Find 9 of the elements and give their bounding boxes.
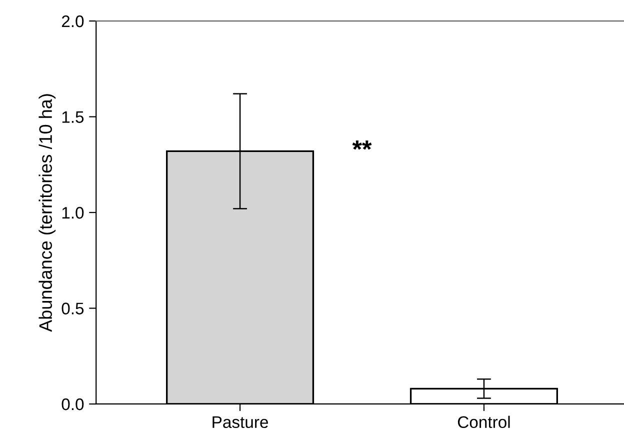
y-axis-title: Abundance (territories /10 ha) [38,94,56,332]
x-tick-label: Control [458,416,510,428]
y-tick-label: 1.0 [62,206,84,219]
x-tick-label: Pasture [212,416,268,428]
y-tick-label: 0.5 [62,302,84,314]
y-tick-label: 2.0 [62,15,84,28]
y-tick-label: 0.0 [62,398,84,410]
annotation: ** [352,140,372,150]
y-tick-label: 1.5 [62,111,84,123]
